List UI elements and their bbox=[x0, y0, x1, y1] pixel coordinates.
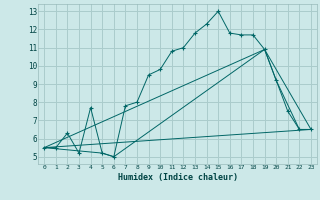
X-axis label: Humidex (Indice chaleur): Humidex (Indice chaleur) bbox=[118, 173, 238, 182]
